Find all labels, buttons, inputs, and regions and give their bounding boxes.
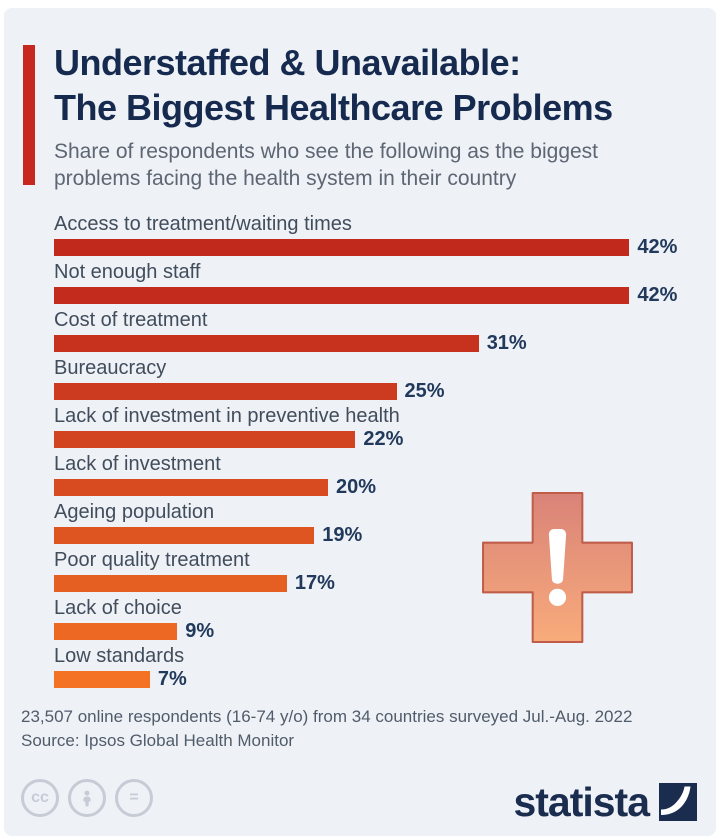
category-label: Cost of treatment bbox=[54, 309, 208, 331]
category-label: Bureaucracy bbox=[54, 357, 167, 379]
category-label: Lack of choice bbox=[54, 597, 182, 619]
infographic-card: Understaffed & Unavailable: The Biggest … bbox=[4, 8, 716, 836]
source-note: Source: Ipsos Global Health Monitor bbox=[21, 731, 295, 750]
value-label: 7% bbox=[157, 668, 187, 690]
chart-row: Ageing population 19% bbox=[54, 501, 704, 546]
bar-line: 20% bbox=[54, 476, 704, 498]
category-label: Lack of investment in preventive health bbox=[54, 405, 400, 427]
category-label: Not enough staff bbox=[54, 261, 201, 283]
chart-row: Poor quality treatment 17% bbox=[54, 549, 704, 594]
value-label: 19% bbox=[322, 524, 363, 546]
chart-subtitle: Share of respondents who see the followi… bbox=[54, 138, 684, 192]
bar bbox=[54, 527, 315, 544]
bar-line: 7% bbox=[54, 668, 704, 690]
bar bbox=[54, 623, 178, 640]
subtitle-line-1: Share of respondents who see the followi… bbox=[54, 140, 599, 163]
chart-row: Access to treatment/waiting times 42% bbox=[54, 213, 704, 258]
value-label: 20% bbox=[336, 476, 377, 498]
medical-cross-alert-icon bbox=[480, 490, 635, 645]
bar bbox=[54, 383, 397, 400]
bar bbox=[54, 287, 630, 304]
value-label: 17% bbox=[294, 572, 335, 594]
bar bbox=[54, 431, 356, 448]
chart-row: Bureaucracy 25% bbox=[54, 357, 704, 402]
license-icons: cc = bbox=[21, 779, 153, 817]
category-label: Access to treatment/waiting times bbox=[54, 213, 352, 235]
bar-line: 19% bbox=[54, 524, 704, 546]
equals-icon-label: = bbox=[129, 789, 139, 806]
chart-row: Cost of treatment 31% bbox=[54, 309, 704, 354]
chart-row: Lack of investment in preventive health 2… bbox=[54, 405, 704, 450]
statista-branding[interactable]: statista bbox=[513, 775, 697, 829]
bar bbox=[54, 671, 150, 688]
value-label: 22% bbox=[363, 428, 404, 450]
cc-icon[interactable]: cc bbox=[21, 779, 59, 817]
attribution-person-icon[interactable] bbox=[68, 779, 106, 817]
chart-row: Lack of investment 20% bbox=[54, 453, 704, 498]
title-line-1: Understaffed & Unavailable: bbox=[54, 42, 521, 83]
value-label: 9% bbox=[185, 620, 215, 642]
bar bbox=[54, 335, 479, 352]
category-label: Lack of investment bbox=[54, 453, 221, 475]
title-line-2: The Biggest Healthcare Problems bbox=[54, 87, 613, 128]
cc-icon-label: cc bbox=[31, 789, 49, 806]
survey-note: 23,507 online respondents (16-74 y/o) fr… bbox=[21, 707, 633, 726]
value-label: 42% bbox=[637, 236, 678, 258]
bar-line: 42% bbox=[54, 284, 704, 306]
category-label: Poor quality treatment bbox=[54, 549, 250, 571]
category-label: Ageing population bbox=[54, 501, 215, 523]
bar bbox=[54, 239, 630, 256]
bar bbox=[54, 575, 287, 592]
title-accent-bar bbox=[23, 45, 35, 185]
person-glyph-icon bbox=[83, 790, 91, 807]
exclamation-bar bbox=[548, 529, 567, 584]
bar-line: 25% bbox=[54, 380, 704, 402]
bar-line: 17% bbox=[54, 572, 704, 594]
bar-line: 9% bbox=[54, 620, 704, 642]
category-label: Low standards bbox=[54, 645, 185, 667]
chart-row: Not enough staff 42% bbox=[54, 261, 704, 306]
equals-icon[interactable]: = bbox=[115, 779, 153, 817]
chart-row: Lack of choice 9% bbox=[54, 597, 704, 642]
chart-row: Low standards 7% bbox=[54, 645, 704, 690]
bar-line: 22% bbox=[54, 428, 704, 450]
footnote: 23,507 online respondents (16-74 y/o) fr… bbox=[21, 705, 711, 753]
bar-line: 42% bbox=[54, 236, 704, 258]
bar-chart: Access to treatment/waiting times 42% Not … bbox=[54, 213, 704, 693]
value-label: 31% bbox=[486, 332, 527, 354]
value-label: 42% bbox=[637, 284, 678, 306]
medical-cross-icon bbox=[482, 492, 633, 643]
exclamation-dot bbox=[548, 588, 567, 606]
bar-line: 31% bbox=[54, 332, 704, 354]
bar bbox=[54, 479, 328, 496]
statista-logo-text: statista bbox=[513, 778, 650, 825]
statista-logo-mark-icon bbox=[659, 783, 697, 821]
page-title: Understaffed & Unavailable: The Biggest … bbox=[54, 40, 613, 130]
subtitle-line-2: problems facing the health system in the… bbox=[54, 167, 517, 190]
value-label: 25% bbox=[404, 380, 445, 402]
